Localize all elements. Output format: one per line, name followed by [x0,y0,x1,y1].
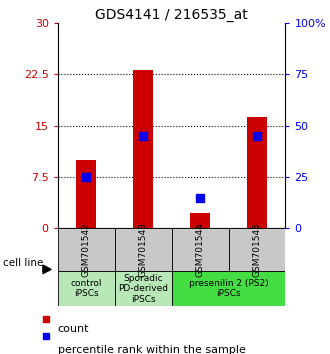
Bar [58,271,115,306]
Text: control
iPSCs: control iPSCs [71,279,102,298]
Text: count: count [58,324,89,334]
Bar [190,213,210,228]
Text: GSM701543: GSM701543 [139,222,148,277]
Bar [172,271,285,306]
Text: percentile rank within the sample: percentile rank within the sample [58,345,246,354]
Bar [58,228,115,271]
Bar [76,160,96,228]
Text: presenilin 2 (PS2)
iPSCs: presenilin 2 (PS2) iPSCs [189,279,268,298]
Text: GSM701545: GSM701545 [252,222,261,277]
Title: GDS4141 / 216535_at: GDS4141 / 216535_at [95,8,248,22]
Text: GSM701542: GSM701542 [82,222,91,277]
Polygon shape [43,265,51,274]
Text: Sporadic
PD-derived
iPSCs: Sporadic PD-derived iPSCs [118,274,168,304]
Text: cell line: cell line [3,258,44,268]
Bar [247,118,267,228]
Bar [172,228,228,271]
Bar [133,69,153,228]
Bar [115,228,172,271]
Text: GSM701544: GSM701544 [196,222,205,277]
Bar [228,228,285,271]
Bar [115,271,172,306]
